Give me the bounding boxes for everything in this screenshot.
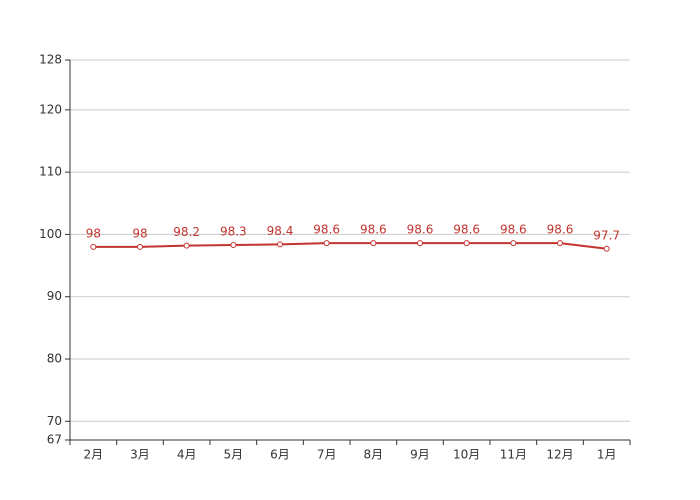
x-tick-label: 11月 xyxy=(500,448,527,462)
data-point xyxy=(90,243,97,250)
x-tick-label: 9月 xyxy=(410,448,430,462)
x-tick-label: 7月 xyxy=(317,448,337,462)
data-label: 98.6 xyxy=(360,223,387,237)
y-tick-label: 120 xyxy=(39,102,62,116)
y-tick-label: 70 xyxy=(47,414,62,428)
data-point xyxy=(277,241,283,248)
y-tick-label: 100 xyxy=(39,227,62,241)
x-tick-label: 12月 xyxy=(546,448,573,462)
x-tick-label: 6月 xyxy=(270,448,290,462)
data-label: 98.4 xyxy=(267,224,294,238)
data-label: 98 xyxy=(132,226,147,240)
x-tick-label: 1月 xyxy=(597,448,617,462)
data-point xyxy=(417,240,423,247)
data-point xyxy=(370,240,377,247)
data-label: 97.7 xyxy=(593,228,620,242)
x-tick-label: 5月 xyxy=(224,448,244,462)
y-tick-label: 80 xyxy=(47,352,62,366)
data-point xyxy=(137,243,143,250)
x-tick-label: 4月 xyxy=(177,448,197,462)
y-tick-label: 128 xyxy=(39,53,62,67)
data-label: 98.6 xyxy=(453,223,480,237)
data-label: 98 xyxy=(86,226,101,240)
series-line xyxy=(93,242,607,250)
data-point xyxy=(463,240,470,247)
data-label: 98.6 xyxy=(407,223,434,237)
data-point xyxy=(183,242,190,249)
data-point xyxy=(230,242,237,249)
y-tick-label: 90 xyxy=(47,289,62,303)
data-point xyxy=(557,240,563,247)
x-tick-label: 2月 xyxy=(84,448,104,462)
data-label: 98.6 xyxy=(500,223,527,237)
x-tick-label: 10月 xyxy=(453,448,480,462)
data-label: 98.6 xyxy=(313,223,340,237)
data-point xyxy=(323,240,330,247)
data-label: 98.6 xyxy=(547,223,574,237)
x-tick-label: 8月 xyxy=(364,448,384,462)
data-point xyxy=(510,240,517,247)
data-point xyxy=(603,245,610,252)
data-label: 98.3 xyxy=(220,225,247,239)
y-tick-label: 110 xyxy=(39,165,62,179)
x-tick-label: 3月 xyxy=(130,448,150,462)
data-label: 98.2 xyxy=(173,225,200,239)
y-tick-label: 67 xyxy=(47,433,62,447)
